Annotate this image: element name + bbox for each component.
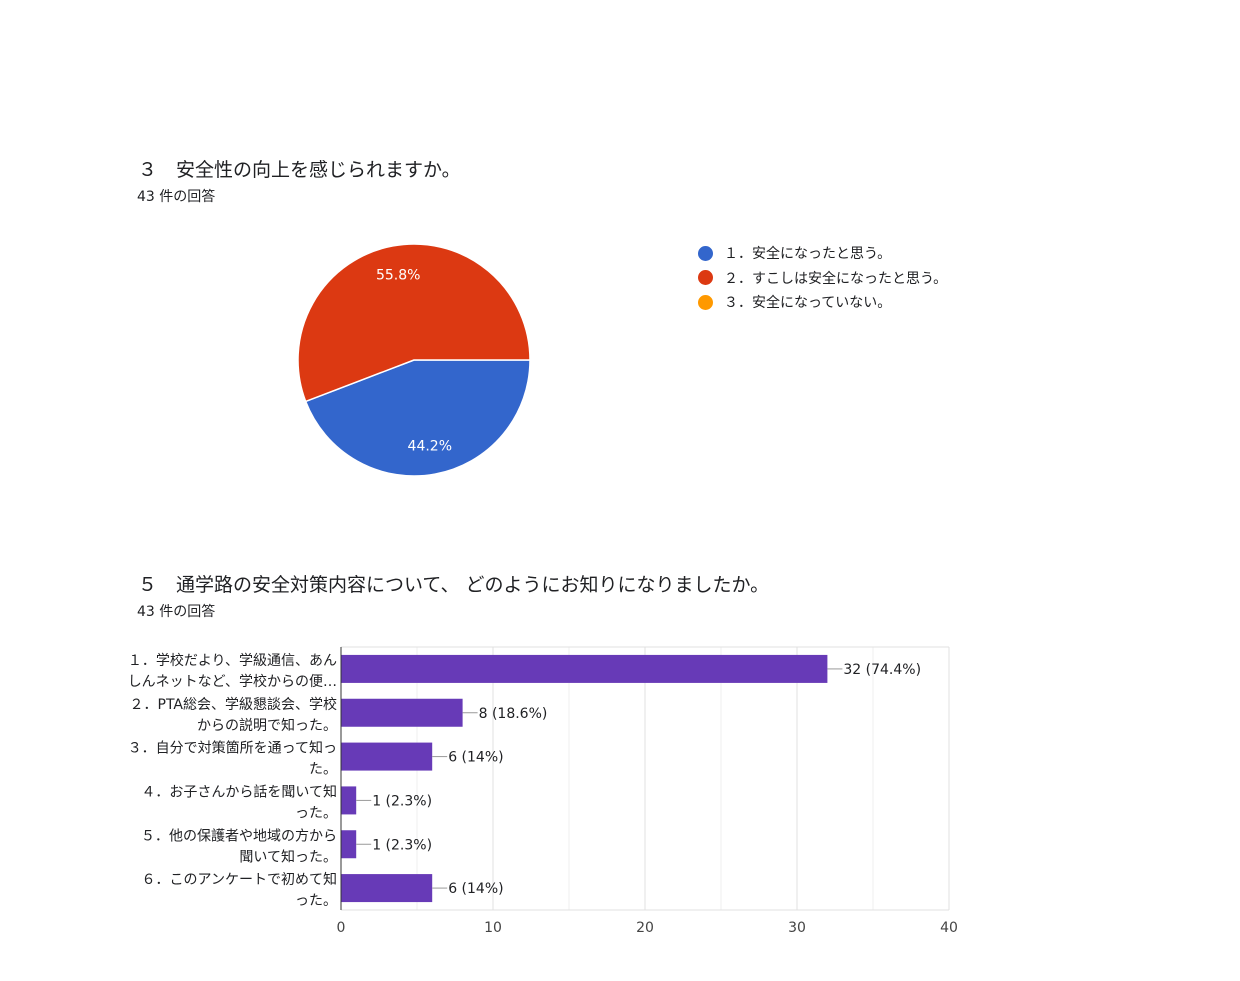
bar[interactable] <box>341 698 463 727</box>
pie-slice-label: 55.8% <box>376 267 420 283</box>
legend-marker-icon <box>698 270 713 286</box>
category-label: ５．他の保護者や地域の方から聞いて知った。 <box>141 828 337 865</box>
bar[interactable] <box>341 654 828 683</box>
pie-question-title: ３ 安全性の向上を感じられますか。 <box>138 159 461 181</box>
legend-item[interactable]: ３．安全になっていない。 <box>698 290 947 315</box>
category-label: ３．自分で対策箇所を通って知った。 <box>128 740 337 778</box>
legend-marker-icon <box>698 294 713 310</box>
pie-slice[interactable] <box>297 243 531 403</box>
bar[interactable] <box>341 786 357 815</box>
legend-marker-icon <box>698 245 713 261</box>
category-label: ４．お子さんから話を聞いて知った。 <box>141 783 337 821</box>
x-tick-label: 10 <box>484 920 502 936</box>
pie-response-count: 43 件の回答 <box>137 189 216 205</box>
bar[interactable] <box>341 830 357 859</box>
bar-data-label: 6 (14%) <box>448 750 503 766</box>
legend-label: ２．すこしは安全になったと思う。 <box>724 270 948 287</box>
legend-item[interactable]: ２．すこしは安全になったと思う。 <box>698 266 947 291</box>
x-tick-label: 40 <box>940 920 958 936</box>
pie-slice-label: 44.2% <box>408 439 452 455</box>
bar-question-title: ５ 通学路の安全対策内容について、 どのようにお知りになりましたか。 <box>138 574 770 596</box>
category-label: １．学校だより、学級通信、あんしんネットなど、学校からの便… <box>128 652 337 690</box>
x-tick-label: 0 <box>337 920 346 936</box>
bar[interactable] <box>341 874 433 903</box>
x-tick-label: 20 <box>636 920 654 936</box>
bar-data-label: 32 (74.4%) <box>843 662 921 678</box>
legend-label: ３．安全になっていない。 <box>724 295 892 312</box>
bar-data-label: 1 (2.3%) <box>372 837 432 853</box>
legend-item[interactable]: １．安全になったと思う。 <box>698 241 947 266</box>
bar-data-label: 6 (14%) <box>448 881 503 897</box>
bar[interactable] <box>341 742 433 771</box>
bar-data-label: 1 (2.3%) <box>372 793 432 809</box>
legend-label: １．安全になったと思う。 <box>724 246 892 263</box>
pie-slice[interactable] <box>304 359 531 477</box>
x-tick-label: 30 <box>788 920 806 936</box>
bar-data-label: 8 (18.6%) <box>479 706 548 722</box>
category-label: ６．このアンケートで初めて知った。 <box>142 871 337 909</box>
bar-response-count: 43 件の回答 <box>137 604 216 620</box>
category-label: ２．PTA総会、学級懇談会、学校からの説明で知った。 <box>130 696 337 734</box>
pie-legend: １．安全になったと思う。 ２．すこしは安全になったと思う。 ３．安全になっていな… <box>698 241 947 315</box>
